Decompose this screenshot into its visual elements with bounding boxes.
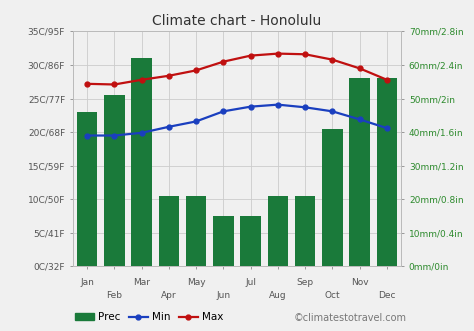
Bar — [240, 216, 261, 266]
Text: ©climatestotravel.com: ©climatestotravel.com — [294, 313, 407, 323]
Text: Apr: Apr — [161, 292, 177, 301]
Bar — [104, 95, 125, 266]
Legend: Prec, Min, Max: Prec, Min, Max — [75, 312, 223, 322]
Text: Dec: Dec — [378, 292, 396, 301]
Bar — [322, 129, 343, 266]
Text: Oct: Oct — [325, 292, 340, 301]
Bar — [159, 196, 179, 266]
Text: Sep: Sep — [297, 278, 314, 287]
Bar — [377, 78, 397, 266]
Text: Mar: Mar — [133, 278, 150, 287]
Text: Jun: Jun — [216, 292, 230, 301]
Text: Jul: Jul — [245, 278, 256, 287]
Bar — [77, 112, 97, 266]
Bar — [213, 216, 234, 266]
Text: Feb: Feb — [106, 292, 122, 301]
Bar — [186, 196, 206, 266]
Bar — [349, 78, 370, 266]
Text: Aug: Aug — [269, 292, 287, 301]
Bar — [268, 196, 288, 266]
Text: Nov: Nov — [351, 278, 368, 287]
Bar — [131, 58, 152, 266]
Bar — [295, 196, 315, 266]
Title: Climate chart - Honolulu: Climate chart - Honolulu — [152, 14, 322, 27]
Text: Jan: Jan — [80, 278, 94, 287]
Text: May: May — [187, 278, 205, 287]
